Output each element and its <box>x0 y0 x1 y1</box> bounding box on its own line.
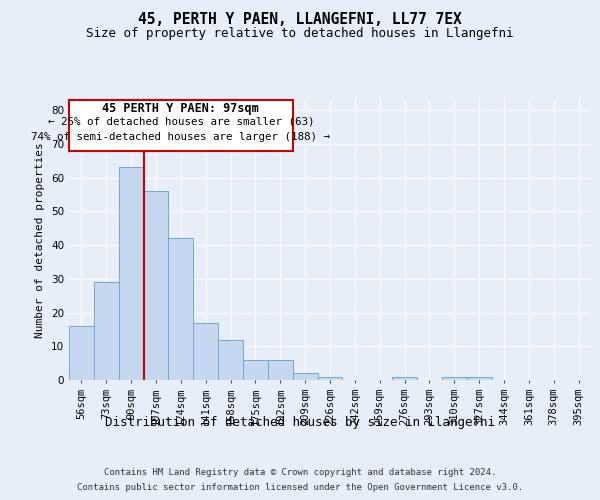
Bar <box>392 376 417 380</box>
Bar <box>119 168 143 380</box>
Text: Size of property relative to detached houses in Llangefni: Size of property relative to detached ho… <box>86 28 514 40</box>
Text: Contains public sector information licensed under the Open Government Licence v3: Contains public sector information licen… <box>77 483 523 492</box>
Bar <box>317 376 343 380</box>
Bar <box>143 191 169 380</box>
Bar <box>243 360 268 380</box>
Y-axis label: Number of detached properties: Number of detached properties <box>35 142 46 338</box>
Bar <box>442 376 467 380</box>
Bar <box>94 282 119 380</box>
Bar <box>193 322 218 380</box>
Text: 45, PERTH Y PAEN, LLANGEFNI, LL77 7EX: 45, PERTH Y PAEN, LLANGEFNI, LL77 7EX <box>138 12 462 28</box>
Bar <box>218 340 243 380</box>
Bar <box>467 376 491 380</box>
Text: Distribution of detached houses by size in Llangefni: Distribution of detached houses by size … <box>105 416 495 429</box>
FancyBboxPatch shape <box>69 100 293 150</box>
Text: 74% of semi-detached houses are larger (188) →: 74% of semi-detached houses are larger (… <box>31 132 331 142</box>
Bar <box>293 374 317 380</box>
Text: 45 PERTH Y PAEN: 97sqm: 45 PERTH Y PAEN: 97sqm <box>103 102 259 115</box>
Text: ← 25% of detached houses are smaller (63): ← 25% of detached houses are smaller (63… <box>47 117 314 127</box>
Bar <box>268 360 293 380</box>
Text: Contains HM Land Registry data © Crown copyright and database right 2024.: Contains HM Land Registry data © Crown c… <box>104 468 496 477</box>
Bar <box>169 238 193 380</box>
Bar <box>69 326 94 380</box>
